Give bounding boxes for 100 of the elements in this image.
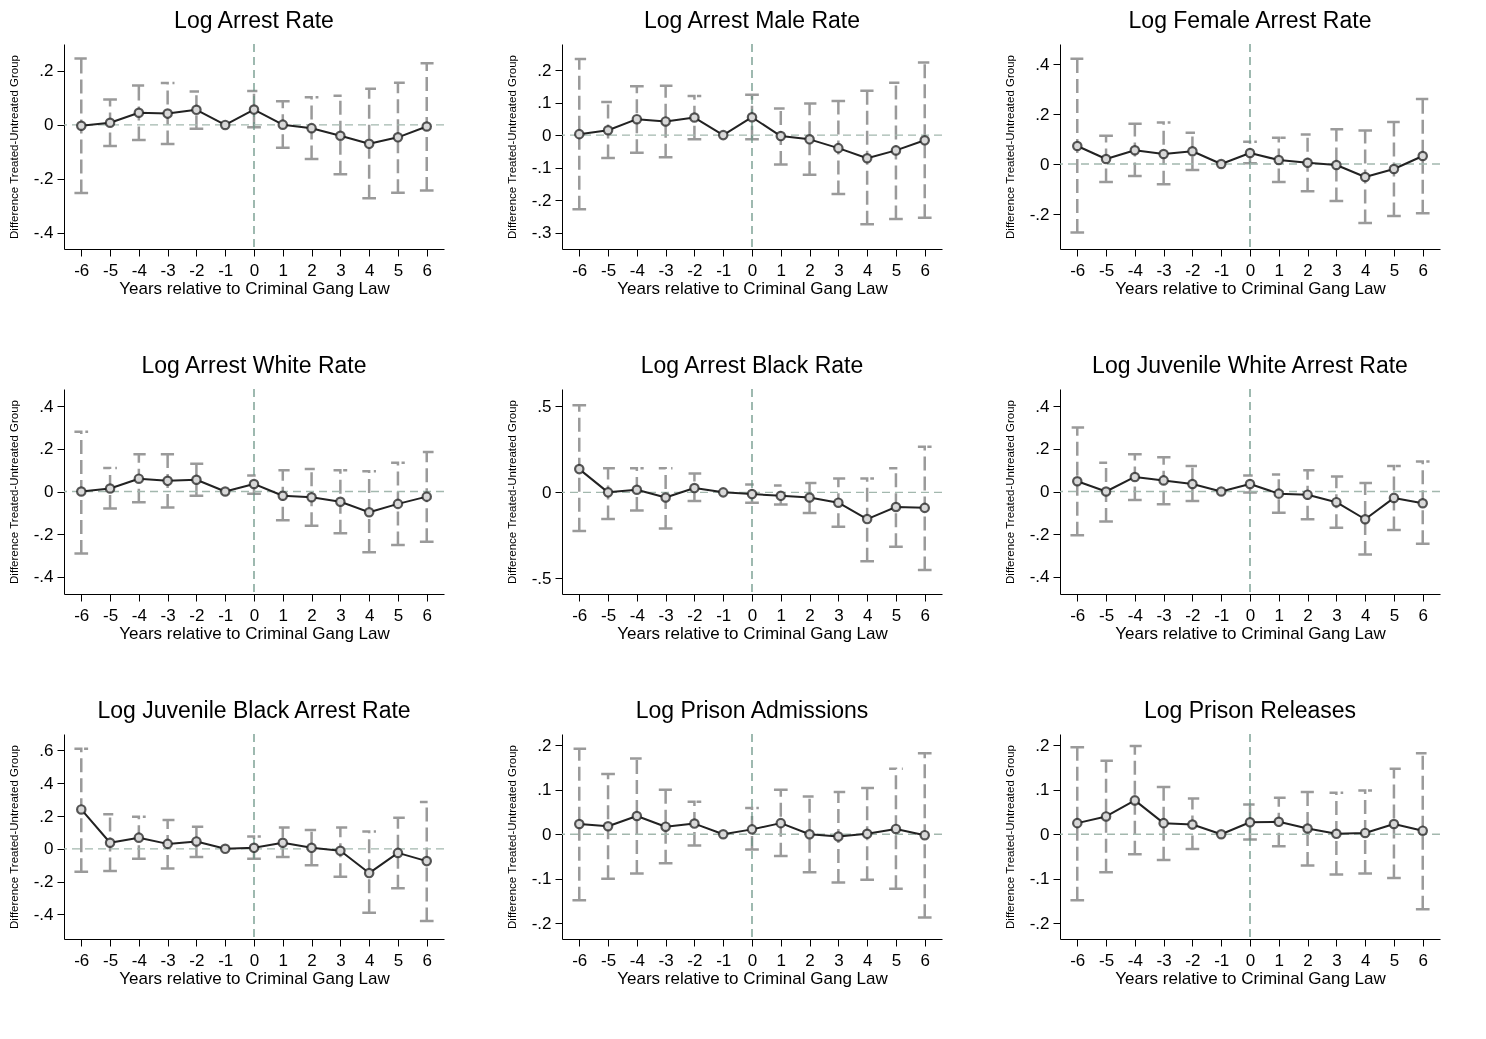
x-tick-label: -4 <box>629 605 645 625</box>
point <box>392 498 404 510</box>
point <box>1215 486 1227 497</box>
point <box>775 130 787 142</box>
x-tick-label: 3 <box>834 605 844 625</box>
x-tick-label: -5 <box>1099 260 1115 280</box>
x-axis-title: Years relative to Criminal Gang Law <box>1115 968 1387 988</box>
x-tick-label: -4 <box>131 605 147 625</box>
x-tick-label: -6 <box>572 950 588 970</box>
x-tick-label: 4 <box>862 260 873 280</box>
chart-title: Log Prison Admissions <box>635 697 869 724</box>
point <box>573 463 585 475</box>
x-tick-label: -1 <box>1214 950 1230 970</box>
point <box>631 113 643 125</box>
point <box>861 152 873 164</box>
x-tick-label: 4 <box>364 950 375 970</box>
y-axis-title: Difference Treated-Untreated Group <box>7 55 20 239</box>
x-tick-label: 6 <box>920 605 930 625</box>
point <box>335 845 346 857</box>
point <box>919 135 931 146</box>
y-axis-title: Difference Treated-Untreated Group <box>505 745 518 929</box>
point <box>660 492 671 503</box>
point <box>1302 489 1313 500</box>
y-axis-title: Difference Treated-Untreated Group <box>7 400 20 584</box>
y-tick-label: -.4 <box>33 567 54 587</box>
point <box>219 119 231 131</box>
y-tick-label: -.1 <box>531 158 552 178</box>
point <box>421 491 433 502</box>
x-tick-label: 6 <box>920 950 930 970</box>
y-tick-label: .2 <box>39 806 54 826</box>
y-tick-label: 0 <box>44 115 54 135</box>
x-tick-label: -4 <box>1127 260 1143 280</box>
chart-title: Log Arrest Rate <box>174 7 334 34</box>
x-tick-label: 5 <box>393 260 404 280</box>
point <box>162 838 173 850</box>
chart-title: Log Juvenile White Arrest Rate <box>1092 352 1408 379</box>
x-tick-label: 0 <box>1245 605 1256 625</box>
point <box>746 111 758 123</box>
point <box>833 831 844 842</box>
point <box>133 107 145 119</box>
x-tick-label: -2 <box>189 260 205 280</box>
point <box>1331 496 1342 508</box>
y-tick-label: -.1 <box>1029 869 1050 889</box>
x-tick-label: 4 <box>862 605 873 625</box>
point <box>1215 829 1227 840</box>
x-tick-label: 4 <box>862 950 873 970</box>
point <box>1158 148 1169 160</box>
x-tick-label: 4 <box>364 260 375 280</box>
x-tick-label: 3 <box>834 260 844 280</box>
x-tick-label: 6 <box>422 260 432 280</box>
y-tick-label: 0 <box>542 824 552 844</box>
y-axis-title: Difference Treated-Untreated Group <box>7 745 20 929</box>
x-tick-label: -6 <box>1070 260 1086 280</box>
point <box>1359 513 1371 525</box>
x-axis-title: Years relative to Criminal Gang Law <box>617 623 889 643</box>
y-tick-label: 0 <box>1040 154 1050 174</box>
x-tick-label: 2 <box>307 950 317 970</box>
x-tick-label: -6 <box>1070 950 1086 970</box>
x-tick-label: 1 <box>776 260 787 280</box>
x-axis-title: Years relative to Criminal Gang Law <box>1115 623 1387 643</box>
point <box>1359 827 1371 839</box>
y-tick-label: .2 <box>1035 439 1050 459</box>
x-tick-label: 6 <box>422 950 432 970</box>
point <box>421 855 433 867</box>
point <box>717 829 729 840</box>
x-tick-label: -5 <box>601 605 617 625</box>
point <box>1158 817 1169 829</box>
x-tick-label: 2 <box>1303 260 1313 280</box>
y-tick-label: .2 <box>537 735 552 755</box>
x-tick-label: -1 <box>1214 605 1230 625</box>
x-tick-label: -1 <box>218 260 234 280</box>
x-tick-label: -5 <box>1099 605 1115 625</box>
x-tick-label: -2 <box>1185 260 1201 280</box>
y-tick-label: -.1 <box>531 869 552 889</box>
point <box>421 121 433 132</box>
x-tick-label: -2 <box>687 605 703 625</box>
y-axis-title: Difference Treated-Untreated Group <box>1003 400 1016 584</box>
x-tick-label: -3 <box>1156 605 1172 625</box>
point <box>75 486 87 497</box>
point <box>1417 150 1429 162</box>
point <box>717 129 729 141</box>
point <box>392 132 404 143</box>
x-tick-label: -1 <box>1214 260 1230 280</box>
y-tick-label: -.4 <box>33 223 54 243</box>
x-tick-label: 5 <box>891 605 902 625</box>
x-tick-label: 5 <box>891 950 902 970</box>
point <box>392 847 404 859</box>
point <box>775 817 787 829</box>
point <box>1100 486 1112 497</box>
x-tick-label: -3 <box>658 950 674 970</box>
point <box>1129 471 1141 483</box>
x-tick-label: 5 <box>393 605 404 625</box>
chart-title: Log Arrest White Rate <box>141 352 367 379</box>
point <box>775 490 787 502</box>
x-axis-title: Years relative to Criminal Gang Law <box>1115 278 1387 298</box>
x-tick-label: 0 <box>747 950 758 970</box>
point <box>1331 159 1342 171</box>
point <box>277 119 289 130</box>
x-tick-label: -4 <box>1127 950 1143 970</box>
x-axis-title: Years relative to Criminal Gang Law <box>617 968 889 988</box>
